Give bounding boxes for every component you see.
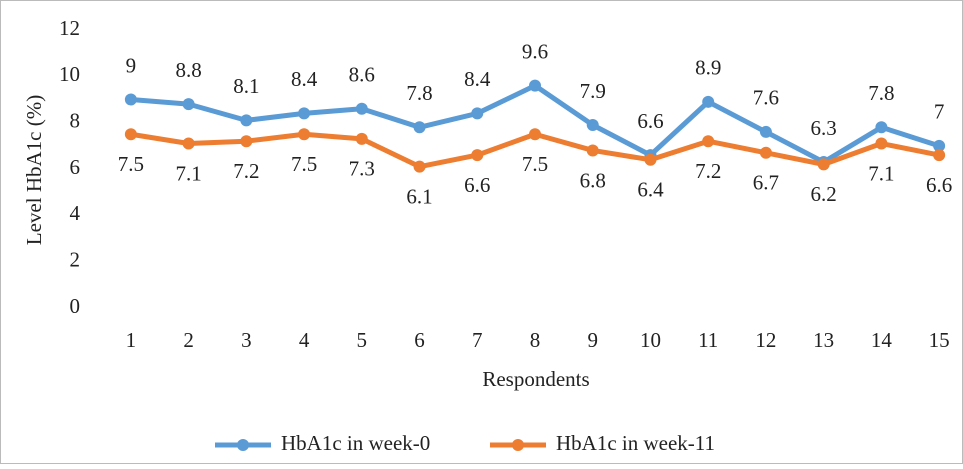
x-axis-title: Respondents xyxy=(482,367,589,391)
data-label: 6.1 xyxy=(406,184,432,208)
y-tick-label: 4 xyxy=(70,201,81,225)
point-marker xyxy=(759,146,772,159)
data-label: 6.6 xyxy=(926,173,952,197)
x-tick-label: 4 xyxy=(299,328,310,352)
data-label: 6.2 xyxy=(811,182,837,206)
point-marker xyxy=(240,135,253,148)
point-marker xyxy=(702,135,715,148)
data-label: 8.4 xyxy=(291,67,318,91)
x-tick-label: 9 xyxy=(587,328,598,352)
point-marker xyxy=(182,137,195,150)
x-tick-label: 7 xyxy=(472,328,483,352)
point-marker xyxy=(875,137,888,150)
data-label: 6.7 xyxy=(753,171,779,195)
data-label: 7.8 xyxy=(868,81,894,105)
y-tick-label: 0 xyxy=(70,294,81,318)
x-tick-label: 15 xyxy=(929,328,950,352)
point-marker xyxy=(644,153,657,166)
point-marker xyxy=(702,95,715,108)
data-label: 7.5 xyxy=(291,152,317,176)
data-label: 7.5 xyxy=(522,152,548,176)
data-label: 7.8 xyxy=(406,81,432,105)
point-marker xyxy=(529,128,541,141)
data-label: 7 xyxy=(934,100,945,124)
point-marker xyxy=(298,107,311,120)
x-tick-label: 1 xyxy=(126,328,137,352)
x-tick-label: 6 xyxy=(414,328,425,352)
data-label: 6.8 xyxy=(580,168,606,192)
data-label: 7.3 xyxy=(349,157,375,181)
x-tick-label: 12 xyxy=(755,328,776,352)
data-label: 8.9 xyxy=(695,56,721,80)
point-marker xyxy=(355,132,368,145)
point-marker xyxy=(124,128,137,141)
data-label: 7.1 xyxy=(868,161,894,185)
data-label: 7.2 xyxy=(233,159,259,183)
y-tick-label: 8 xyxy=(70,108,81,132)
y-tick-label: 6 xyxy=(70,155,81,179)
x-tick-label: 3 xyxy=(241,328,252,352)
x-tick-label: 10 xyxy=(640,328,661,352)
data-label: 7.6 xyxy=(753,86,779,110)
y-tick-label: 10 xyxy=(59,62,80,86)
data-label: 9 xyxy=(126,53,137,77)
x-tick-label: 8 xyxy=(530,328,541,352)
legend-marker xyxy=(512,439,524,451)
point-marker xyxy=(298,128,311,141)
data-label: 8.8 xyxy=(175,58,201,82)
x-tick-label: 2 xyxy=(183,328,194,352)
point-marker xyxy=(759,125,772,138)
point-marker xyxy=(471,149,484,162)
data-label: 6.6 xyxy=(637,109,663,133)
legend-marker xyxy=(237,439,249,451)
point-marker xyxy=(355,102,368,115)
data-label: 8.6 xyxy=(349,63,375,87)
data-label: 6.6 xyxy=(464,173,490,197)
x-tick-label: 13 xyxy=(813,328,834,352)
point-marker xyxy=(875,121,888,134)
point-marker xyxy=(240,114,253,127)
point-marker xyxy=(529,79,541,92)
point-marker xyxy=(124,93,137,106)
data-label: 8.1 xyxy=(233,74,259,98)
data-label: 7.2 xyxy=(695,159,721,183)
x-tick-label: 14 xyxy=(871,328,893,352)
data-label: 8.4 xyxy=(464,67,491,91)
data-label: 6.3 xyxy=(811,116,837,140)
point-marker xyxy=(586,144,599,157)
data-label: 7.9 xyxy=(580,79,606,103)
x-tick-label: 11 xyxy=(698,328,718,352)
data-label: 9.6 xyxy=(522,39,548,63)
y-tick-label: 12 xyxy=(59,16,80,40)
x-tick-label: 5 xyxy=(357,328,368,352)
point-marker xyxy=(933,139,946,152)
data-label: 7.1 xyxy=(175,161,201,185)
point-marker xyxy=(413,121,426,134)
point-marker xyxy=(471,107,484,120)
legend-label: HbA1c in week-0 xyxy=(281,431,430,455)
point-marker xyxy=(182,98,195,111)
point-marker xyxy=(413,160,426,173)
y-axis-title: Level HbA1c (%) xyxy=(22,95,46,245)
y-tick-label: 2 xyxy=(70,247,81,271)
point-marker xyxy=(817,158,830,171)
data-label: 7.5 xyxy=(118,152,144,176)
point-marker xyxy=(933,149,946,162)
legend-label: HbA1c in week-11 xyxy=(556,431,715,455)
data-label: 6.4 xyxy=(637,178,664,202)
point-marker xyxy=(586,118,599,131)
